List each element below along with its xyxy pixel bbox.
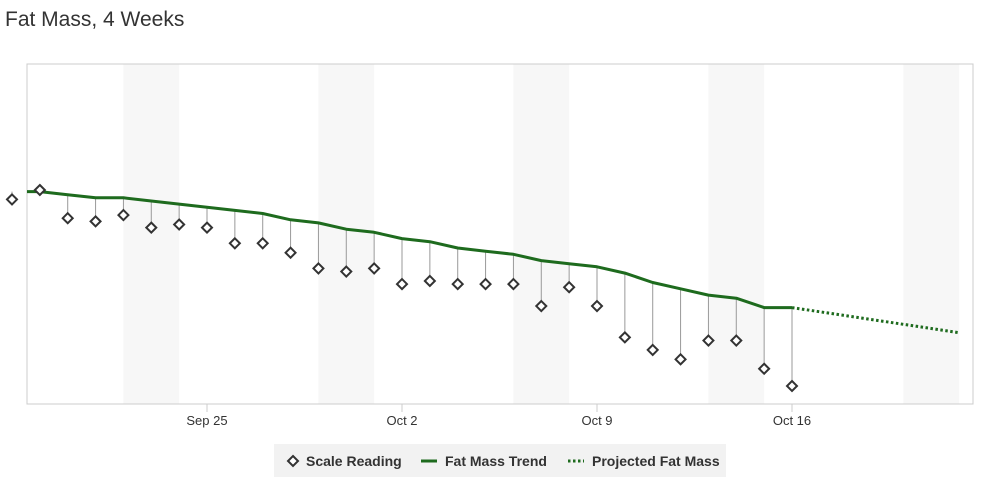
legend-item-projected-fat-mass[interactable]: Projected Fat Mass — [568, 453, 720, 469]
scale-reading-point-2[interactable] — [33, 183, 47, 197]
scale-reading-point-14[interactable] — [367, 261, 381, 275]
weekend-band-4 — [708, 64, 765, 404]
scale-reading-point-8[interactable] — [200, 221, 214, 235]
legend-diamond-icon — [286, 454, 300, 468]
scale-reading-point-3[interactable] — [61, 211, 75, 225]
scale-reading-point-21[interactable] — [562, 280, 576, 294]
scale-reading-point-17[interactable] — [451, 277, 465, 291]
scale-reading-point-19[interactable] — [507, 277, 520, 291]
scale-reading-point-9[interactable] — [228, 236, 242, 250]
weekend-band-3 — [513, 64, 570, 404]
scale-reading-point-4[interactable] — [89, 214, 102, 228]
scale-reading-point-12[interactable] — [312, 261, 325, 275]
scale-reading-point-16[interactable] — [423, 274, 437, 288]
scale-readings — [5, 183, 799, 393]
x-tick-label-3: Oct 9 — [581, 413, 612, 428]
scale-reading-point-24[interactable] — [646, 343, 660, 357]
plot-frame — [26, 63, 974, 405]
legend-box — [274, 444, 726, 477]
legend-item-scale-reading[interactable]: Scale Reading — [286, 453, 402, 469]
scale-reading-point-7[interactable] — [172, 218, 186, 231]
fat-mass-trend-line — [27, 190, 792, 310]
x-tick-label-4: Oct 16 — [773, 413, 811, 428]
projected-fat-mass-line — [791, 306, 960, 335]
scale-reading-point-20[interactable] — [534, 299, 548, 313]
scale-reading-point-23[interactable] — [618, 330, 632, 344]
scale-reading-point-1[interactable] — [5, 192, 19, 206]
scale-reading-point-26[interactable] — [702, 334, 715, 347]
x-tick-label-2: Oct 2 — [386, 413, 417, 428]
legend-item-fat-mass-trend[interactable]: Fat Mass Trend — [421, 453, 547, 469]
legend-label-scale-reading: Scale Reading — [306, 453, 402, 469]
page-title: Fat Mass, 4 Weeks — [5, 8, 185, 31]
x-axis: Sep 25 Oct 2 Oct 9 Oct 16 — [186, 404, 811, 428]
scale-reading-point-18[interactable] — [479, 277, 492, 291]
scale-reading-point-10[interactable] — [256, 236, 270, 250]
scale-reading-point-22[interactable] — [590, 299, 604, 313]
scale-reading-point-5[interactable] — [117, 208, 130, 222]
weekend-bands — [123, 64, 960, 404]
legend: Scale Reading Fat Mass Trend Projected F… — [274, 444, 726, 477]
scale-reading-point-29[interactable] — [785, 379, 799, 393]
scale-reading-point-27[interactable] — [729, 334, 743, 347]
scale-reading-point-25[interactable] — [674, 352, 687, 366]
legend-label-fat-mass-trend: Fat Mass Trend — [445, 453, 547, 469]
weekend-band-5 — [903, 64, 960, 404]
scale-reading-point-13[interactable] — [339, 265, 353, 278]
trend-layer — [27, 190, 960, 335]
scale-reading-point-11[interactable] — [284, 246, 297, 260]
scale-reading-point-6[interactable] — [144, 221, 158, 235]
x-tick-label-1: Sep 25 — [186, 413, 227, 428]
scale-reading-point-28[interactable] — [757, 362, 771, 376]
scale-reading-point-15[interactable] — [395, 277, 409, 291]
legend-label-projected-fat-mass: Projected Fat Mass — [592, 453, 720, 469]
